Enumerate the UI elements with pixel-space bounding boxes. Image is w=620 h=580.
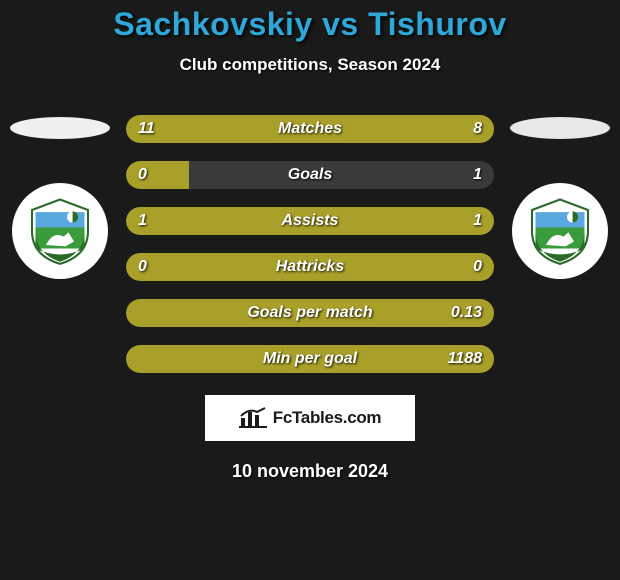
stat-label: Matches (126, 120, 494, 138)
stat-bars: 11Matches80Goals11Assists10Hattricks0Goa… (120, 115, 500, 373)
stat-value-right: 1188 (448, 350, 482, 368)
left-marker-ellipse (10, 117, 110, 139)
stat-bar: Goals per match0.13 (126, 299, 494, 327)
stat-value-right: 0 (473, 258, 482, 276)
stat-label: Min per goal (126, 350, 494, 368)
branding-text: FcTables.com (273, 408, 382, 428)
page-title: Sachkovskiy vs Tishurov (0, 6, 620, 43)
stat-value-right: 1 (473, 166, 482, 184)
stat-label: Assists (126, 212, 494, 230)
comparison-card: Sachkovskiy vs Tishurov Club competition… (0, 0, 620, 482)
stat-bar: 11Matches8 (126, 115, 494, 143)
right-column (500, 115, 620, 373)
stat-label: Hattricks (126, 258, 494, 276)
stat-value-right: 0.13 (451, 304, 482, 322)
subtitle: Club competitions, Season 2024 (0, 55, 620, 75)
crest-icon (25, 196, 95, 266)
stat-bar: Min per goal1188 (126, 345, 494, 373)
branding-badge: FcTables.com (205, 395, 415, 441)
left-column (0, 115, 120, 373)
stat-label: Goals (126, 166, 494, 184)
stat-value-right: 8 (473, 120, 482, 138)
right-club-crest (512, 183, 608, 279)
stat-label: Goals per match (126, 304, 494, 322)
stat-value-right: 1 (473, 212, 482, 230)
right-marker-ellipse (510, 117, 610, 139)
stat-bar: 0Hattricks0 (126, 253, 494, 281)
left-club-crest (12, 183, 108, 279)
date-line: 10 november 2024 (0, 461, 620, 482)
stat-bar: 1Assists1 (126, 207, 494, 235)
stat-bar: 0Goals1 (126, 161, 494, 189)
crest-icon (525, 196, 595, 266)
stats-area: 11Matches80Goals11Assists10Hattricks0Goa… (0, 115, 620, 373)
chart-icon (239, 406, 267, 430)
